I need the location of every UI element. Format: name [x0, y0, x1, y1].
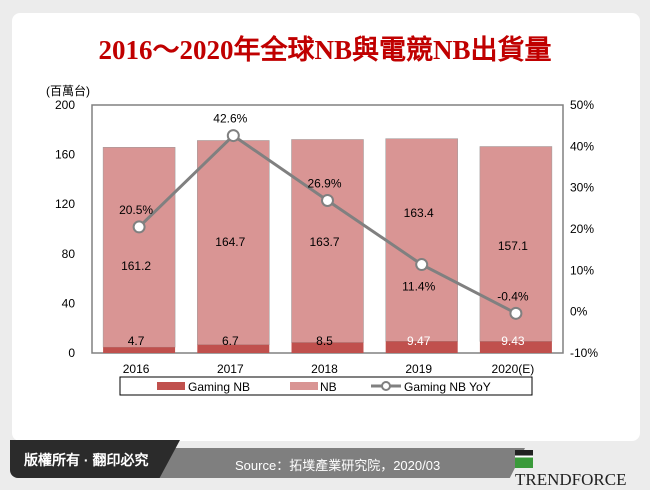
y2-tick-label: 40%	[570, 139, 594, 153]
y-tick-label: 80	[62, 247, 76, 261]
y2-tick-label: 20%	[570, 222, 594, 236]
bar-nb	[385, 138, 458, 342]
bar-nb	[291, 139, 364, 343]
data-label-gaming-nb: 8.5	[316, 334, 333, 348]
y2-tick-label: -10%	[570, 346, 598, 360]
footer-dark-band	[10, 440, 180, 478]
footer: 版權所有 · 翻印必究 Source：拓墣產業研究院，2020/03 TREND…	[10, 440, 640, 489]
line-point	[415, 258, 429, 272]
data-label-yoy: 42.6%	[213, 112, 247, 126]
y-tick-label: 0	[68, 346, 75, 360]
chart-title: 2016～2020年全球NB與電競NB出貨量	[98, 35, 552, 65]
bar-gaming-nb	[197, 344, 270, 353]
legend-label: Gaming NB	[188, 380, 250, 394]
y-tick-label: 200	[55, 98, 75, 112]
x-tick-label: 2020(E)	[492, 362, 535, 376]
legend-marker-yoy	[381, 381, 391, 391]
data-label-nb: 161.2	[121, 259, 151, 273]
data-label-gaming-nb: 9.43	[501, 334, 525, 348]
trendforce-logo: TRENDFORCE	[515, 450, 640, 490]
data-label-gaming-nb: 6.7	[222, 334, 239, 348]
data-label-yoy: 20.5%	[119, 203, 153, 217]
line-point	[321, 193, 334, 207]
y-tick-label: 40	[62, 296, 76, 310]
legend-label: NB	[320, 380, 337, 394]
y2-tick-label: 50%	[570, 98, 594, 112]
bar-nb	[102, 147, 176, 348]
data-label-gaming-nb: 9.47	[407, 334, 431, 348]
y-tick-label: 120	[55, 197, 75, 211]
data-label-nb: 164.7	[215, 235, 245, 249]
x-tick-label: 2019	[405, 362, 432, 376]
data-label-nb: 163.4	[404, 206, 434, 220]
data-label-yoy: -0.4%	[497, 289, 529, 303]
y-tick-label: 160	[55, 148, 75, 162]
legend-label: Gaming NB YoY	[404, 380, 491, 394]
data-label-nb: 157.1	[498, 239, 528, 253]
data-label-nb: 163.7	[309, 235, 339, 249]
footer-band	[145, 448, 525, 478]
line-point	[509, 306, 523, 320]
source-text: Source：拓墣產業研究院，2020/03	[235, 458, 441, 473]
y2-tick-label: 0%	[570, 305, 588, 319]
logo-text: TRENDFORCE	[515, 470, 627, 489]
y2-tick-label: 10%	[570, 263, 594, 277]
legend-box	[119, 376, 533, 396]
legend-swatch-gaming-nb	[157, 382, 185, 390]
y-axis-label: (百萬台)	[46, 83, 90, 98]
chart: (百萬台) 0 40 80 120 160 200 -10% 0% 10% 20% 30% 40% 50%…	[46, 83, 598, 396]
bar-gaming-nb	[291, 342, 364, 353]
data-label-yoy: 26.9%	[307, 176, 341, 190]
line-point	[132, 220, 146, 234]
data-label-gaming-nb: 4.7	[128, 334, 145, 348]
bar-gaming-nb	[479, 341, 552, 353]
x-tick-label: 2017	[217, 362, 244, 376]
data-label-yoy: 11.4%	[402, 280, 435, 294]
logo-icon	[515, 450, 533, 468]
bar-gaming-nb	[103, 347, 176, 353]
y2-tick-label: 30%	[570, 181, 594, 195]
bar-gaming-nb	[385, 341, 458, 353]
line-point	[226, 129, 240, 143]
x-tick-label: 2016	[123, 362, 150, 376]
legend-swatch-nb	[290, 382, 318, 390]
copyright-text: 版權所有 · 翻印必究	[24, 452, 149, 468]
x-tick-label: 2018	[311, 362, 338, 376]
